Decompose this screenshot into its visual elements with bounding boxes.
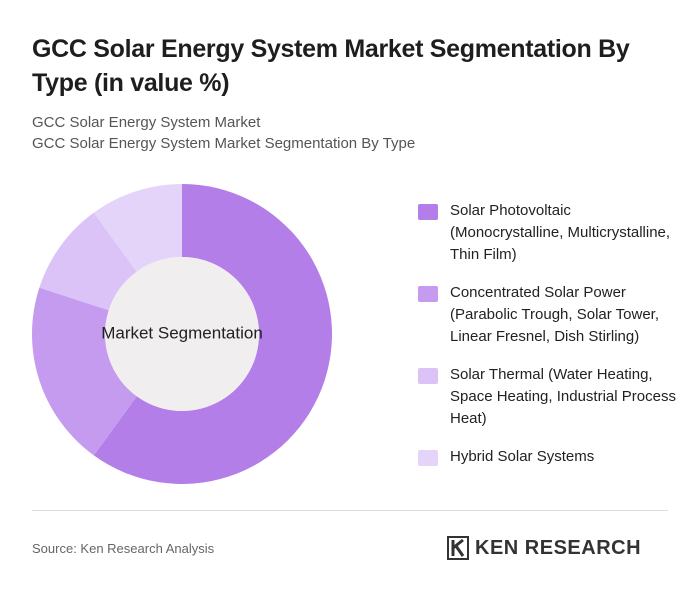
legend-item: Solar Thermal (Water Heating, Space Heat…	[418, 364, 678, 430]
legend-swatch	[418, 286, 438, 302]
brand-text: KEN RESEARCH	[475, 536, 642, 559]
chart-title: GCC Solar Energy System Market Segmentat…	[32, 35, 630, 97]
brand-logo: KEN RESEARCH	[447, 536, 641, 560]
brand-icon	[447, 536, 469, 560]
donut-segment	[32, 287, 137, 456]
legend-item: Concentrated Solar Power (Parabolic Trou…	[418, 282, 678, 348]
donut-segment	[93, 184, 182, 272]
donut-segment	[93, 184, 332, 484]
subtitle: GCC Solar Energy System Market	[32, 114, 261, 131]
subtitle: GCC Solar Energy System Market Segmentat…	[32, 135, 416, 152]
divider	[32, 510, 668, 511]
legend-item: Solar Photovoltaic (Monocrystalline, Mul…	[418, 200, 678, 266]
legend-label: Solar Thermal (Water Heating, Space Heat…	[450, 366, 676, 427]
donut-hole	[105, 257, 259, 411]
center-label: Market Segmentation	[101, 323, 263, 342]
legend-label: Solar Photovoltaic (Monocrystalline, Mul…	[450, 202, 671, 263]
legend-swatch	[418, 204, 438, 220]
source: Source: Ken Research Analysis	[32, 541, 215, 556]
donut-chart: Market Segmentation	[32, 184, 332, 484]
legend: Solar Photovoltaic (Monocrystalline, Mul…	[418, 200, 678, 484]
donut-segment	[39, 212, 137, 311]
legend-item: Hybrid Solar Systems	[418, 446, 678, 468]
legend-label: Concentrated Solar Power (Parabolic Trou…	[450, 284, 659, 345]
legend-label: Hybrid Solar Systems	[450, 448, 595, 465]
legend-swatch	[418, 450, 438, 466]
legend-swatch	[418, 368, 438, 384]
